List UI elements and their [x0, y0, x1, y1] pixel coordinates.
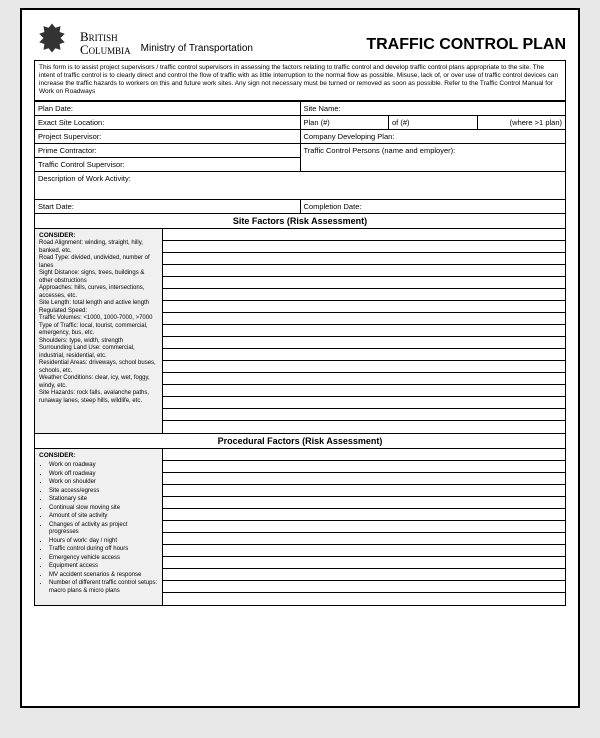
site-factors-block: CONSIDER: Road Alignment: winding, strai… — [34, 229, 566, 434]
section1-heading: Site Factors (Risk Assessment) — [34, 214, 566, 229]
province-line2: Columbia — [80, 43, 131, 56]
plan-num-field[interactable]: Plan (#) — [300, 115, 389, 129]
company-developing-field[interactable]: Company Developing Plan: — [300, 129, 566, 143]
procedural-item: Amount of site activity — [49, 513, 158, 521]
plan-date-field[interactable]: Plan Date: — [35, 101, 301, 115]
site-name-field[interactable]: Site Name: — [300, 101, 566, 115]
project-supervisor-field[interactable]: Project Supervisor: — [35, 129, 301, 143]
procedural-item: Work off roadway — [49, 471, 158, 479]
plan-of-field[interactable]: of (#) — [389, 115, 478, 129]
form-title: TRAFFIC CONTROL PLAN — [366, 36, 566, 56]
completion-date-field[interactable]: Completion Date: — [300, 199, 566, 213]
procedural-items-list: Work on roadwayWork off roadwayWork on s… — [39, 462, 158, 595]
bc-crest-icon — [34, 20, 70, 56]
procedural-factors-consider: CONSIDER: Work on roadwayWork off roadwa… — [35, 449, 163, 605]
procedural-item: Number of different traffic control setu… — [49, 580, 158, 595]
desc-work-field[interactable]: Description of Work Activity: — [35, 171, 566, 199]
intro-text: This form is to assist project superviso… — [34, 60, 566, 101]
procedural-factors-lines[interactable] — [163, 449, 565, 605]
procedural-item: Equipment access — [49, 563, 158, 571]
prime-contractor-field[interactable]: Prime Contractor: — [35, 143, 301, 157]
tc-supervisor-field[interactable]: Traffic Control Supervisor: — [35, 157, 301, 171]
consider-label-2: CONSIDER: — [39, 452, 75, 459]
procedural-item: Site access/egress — [49, 488, 158, 496]
section2-heading: Procedural Factors (Risk Assessment) — [34, 434, 566, 449]
info-table: Plan Date: Site Name: Exact Site Locatio… — [34, 101, 566, 214]
procedural-item: Stationary site — [49, 496, 158, 504]
traffic-persons-field[interactable]: Traffic Control Persons (name and employ… — [300, 143, 566, 171]
site-factors-consider: CONSIDER: Road Alignment: winding, strai… — [35, 229, 163, 433]
procedural-item: Hours of work: day / night — [49, 538, 158, 546]
procedural-item: Work on roadway — [49, 462, 158, 470]
consider-label-1: CONSIDER: — [39, 232, 75, 239]
site-factors-items: Road Alignment: winding, straight, hilly… — [39, 240, 158, 405]
procedural-item: Emergency vehicle access — [49, 555, 158, 563]
procedural-item: Traffic control during off hours — [49, 546, 158, 554]
site-factors-lines[interactable] — [163, 229, 565, 433]
start-date-field[interactable]: Start Date: — [35, 199, 301, 213]
procedural-item: MV accident scenarios & response — [49, 572, 158, 580]
procedural-item: Changes of activity as project progresse… — [49, 522, 158, 537]
ministry-label: Ministry of Transportation — [141, 43, 253, 56]
site-location-field[interactable]: Exact Site Location: — [35, 115, 301, 129]
plan-where-label: (where >1 plan) — [477, 115, 566, 129]
form-page: British Columbia Ministry of Transportat… — [20, 8, 580, 708]
province-name: British Columbia — [80, 30, 131, 56]
procedural-item: Work on shoulder — [49, 479, 158, 487]
procedural-item: Continual slow moving site — [49, 505, 158, 513]
header: British Columbia Ministry of Transportat… — [34, 20, 566, 58]
procedural-factors-block: CONSIDER: Work on roadwayWork off roadwa… — [34, 449, 566, 606]
